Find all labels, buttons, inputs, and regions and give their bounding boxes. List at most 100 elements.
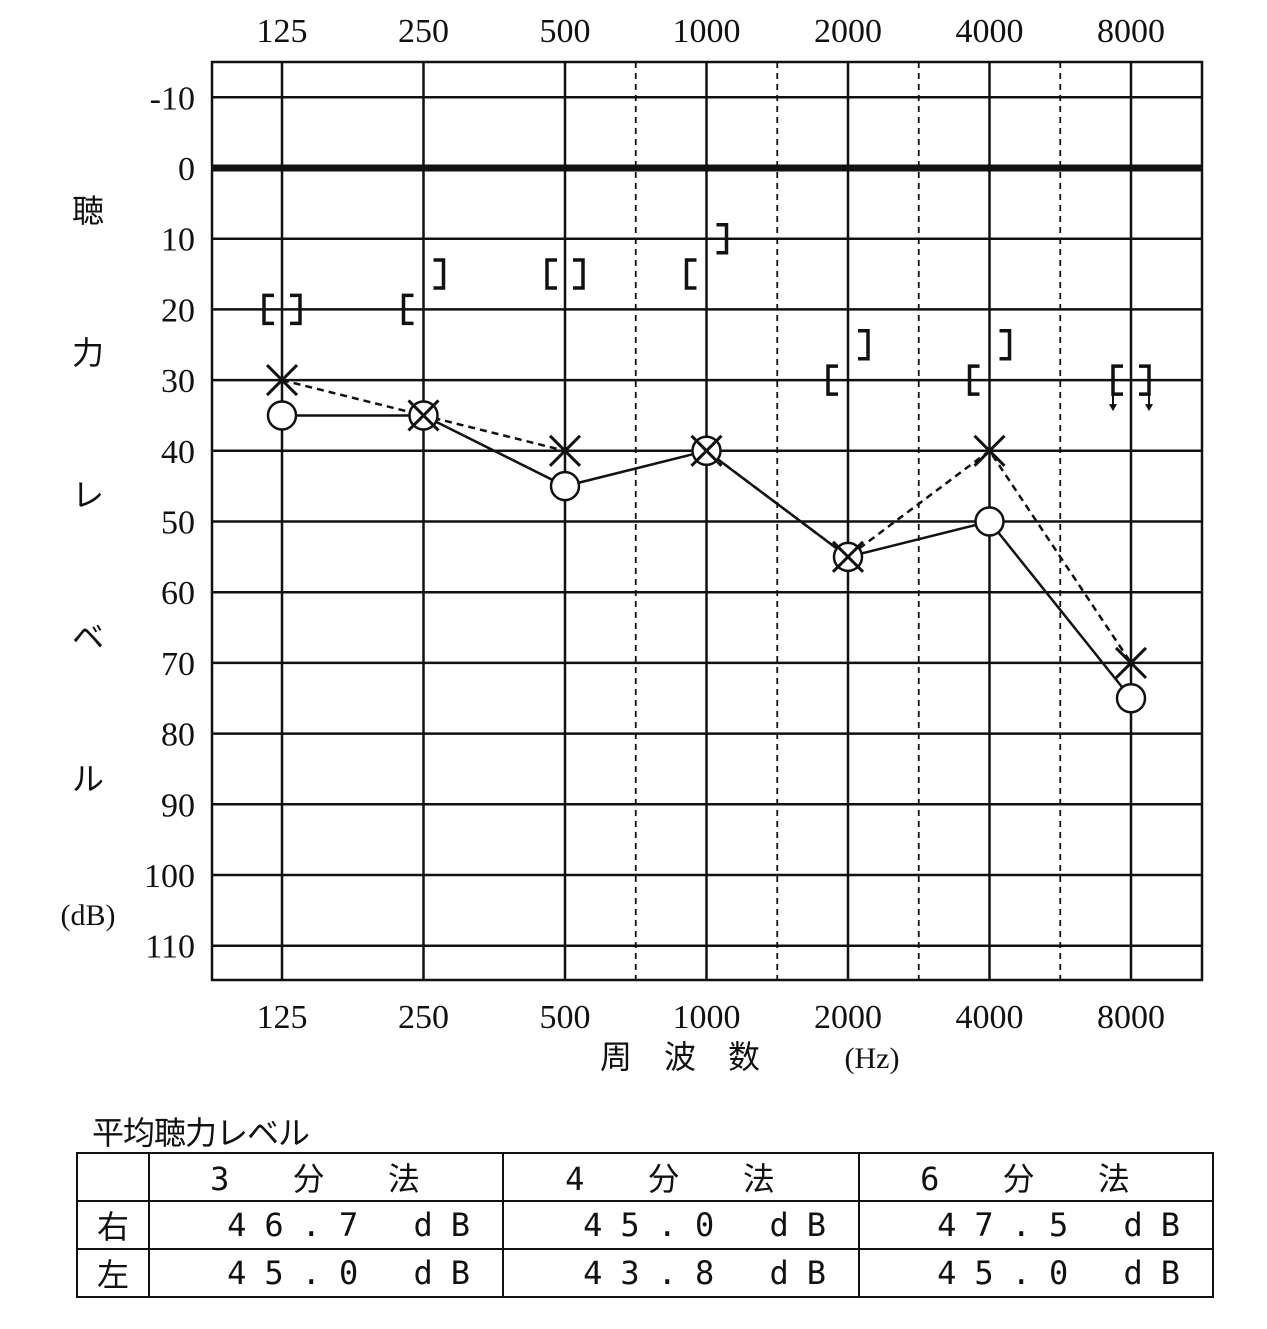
x-tick-label-top: 8000: [1097, 13, 1165, 50]
y-axis-title-char: ベ: [72, 618, 104, 656]
average-hearing-level-caption: 平均聴力レベル: [92, 1114, 310, 1152]
bone-marker-right-shape: [1139, 364, 1151, 396]
bone-marker-right: [573, 258, 585, 290]
x-tick-label-top: 500: [540, 13, 591, 50]
y-tick-label: -10: [150, 80, 195, 117]
chart-labels: -10 0 10 20 30 40 50 60 70 80 90 100 110 125 125 250 250…: [61, 13, 1166, 1076]
x-axis-unit: (Hz): [845, 1042, 900, 1075]
bone-marker-left-shape: [401, 293, 414, 326]
y-tick-label: 70: [161, 646, 195, 683]
audiogram-chart: -10 0 10 20 30 40 50 60 70 80 90 100 110 125 125 250 250…: [61, 13, 1204, 1076]
data-point-cross: [690, 434, 723, 467]
x-tick-label-bottom: 500: [540, 999, 591, 1036]
y-axis-title-char: 力: [72, 334, 104, 372]
y-tick-label: 80: [161, 717, 195, 754]
no-response-arrowhead: [1109, 404, 1117, 412]
right-4-method-value: 45.0 dB: [502, 1200, 860, 1250]
table-corner-cell: [76, 1152, 150, 1202]
bone-marker-left-shape: [1111, 364, 1123, 396]
x-tick-label-bottom: 1000: [673, 999, 741, 1036]
y-tick-label: 90: [161, 787, 195, 824]
x-tick-label-top: 4000: [956, 13, 1024, 50]
y-tick-label: 30: [161, 363, 195, 400]
data-point-circle: [266, 400, 298, 431]
bone-marker-right-shape: [290, 293, 302, 326]
row-label-left: 左: [76, 1248, 150, 1298]
data-point-cross-stroke: [548, 434, 582, 467]
y-tick-label: 110: [145, 929, 195, 966]
bone-marker-right: [1139, 364, 1153, 412]
right-3-method-value: 46.7 dB: [148, 1200, 504, 1250]
x-tick-label-bottom: 8000: [1097, 999, 1165, 1036]
bone-marker-left: [401, 293, 414, 326]
bone-marker-left-shape: [545, 258, 557, 290]
header-3-method: 3 分 法: [148, 1152, 504, 1202]
bone-marker-right-shape: [433, 258, 446, 290]
bone-marker-right: [290, 293, 302, 326]
y-tick-label: 40: [161, 434, 195, 471]
data-point-circle: [1115, 683, 1147, 714]
data-point-cross-stroke: [690, 434, 723, 467]
bone-marker-left: [545, 258, 557, 290]
data-point-cross-stroke: [407, 399, 440, 432]
x-tick-label-bottom: 4000: [956, 999, 1024, 1036]
bone-marker-right-shape: [858, 329, 870, 361]
table-row-left: 左 45.0 dB 43.8 dB 45.0 dB: [76, 1248, 1214, 1298]
y-axis-title-char: 聴: [72, 192, 104, 230]
row-label-right: 右: [76, 1200, 150, 1250]
data-point-cross: [973, 434, 1006, 467]
data-point-cross: [548, 434, 582, 467]
chart-plot-area: [262, 222, 1153, 714]
bone-marker-right: [999, 329, 1012, 361]
bone-marker-left: [262, 293, 274, 326]
bone-marker-left: [967, 364, 980, 396]
bone-marker-right-shape: [999, 329, 1012, 361]
chart-grid: [210, 60, 1204, 982]
x-tick-label-top: 1000: [673, 13, 741, 50]
data-point-cross: [831, 540, 865, 573]
x-axis-title: 周 波 数: [600, 1038, 760, 1076]
bone-marker-right: [858, 329, 870, 361]
bone-marker-left: [684, 258, 697, 290]
y-axis-unit: (dB): [61, 899, 116, 932]
bone-marker-right: [433, 258, 446, 290]
table-header-row: 3 分 法 4 分 法 6 分 法: [76, 1152, 1214, 1202]
data-point-cross-stroke: [831, 540, 865, 573]
bone-marker-right-shape: [716, 222, 729, 255]
bone-marker-left-shape: [967, 364, 980, 396]
data-point-cross-stroke: [1114, 646, 1148, 679]
bone-marker-left-shape: [262, 293, 274, 326]
x-tick-label-top: 125: [257, 13, 308, 50]
bone-marker-left-shape: [826, 364, 838, 396]
y-tick-label: 50: [161, 505, 195, 542]
data-point-cross: [407, 399, 440, 432]
x-tick-label-bottom: 125: [257, 999, 308, 1036]
bone-marker-left: [1109, 364, 1123, 412]
y-tick-label: 20: [161, 292, 195, 329]
data-point-circle: [974, 506, 1005, 537]
y-axis-title-char: レ: [72, 476, 104, 514]
x-tick-label-top: 250: [398, 13, 449, 50]
data-point-cross: [265, 364, 299, 397]
bone-marker-right-shape: [573, 258, 585, 290]
header-6-method: 6 分 法: [858, 1152, 1214, 1202]
left-3-method-value: 45.0 dB: [148, 1248, 504, 1298]
data-point-cross-stroke: [265, 364, 299, 397]
x-tick-label-bottom: 2000: [814, 999, 882, 1036]
bone-marker-left-shape: [684, 258, 697, 290]
y-axis-title-char: ル: [72, 760, 104, 798]
left-6-method-value: 45.0 dB: [858, 1248, 1214, 1298]
data-point-cross-stroke: [973, 434, 1006, 467]
bone-marker-right: [716, 222, 729, 255]
table-row-right: 右 46.7 dB 45.0 dB 47.5 dB: [76, 1200, 1214, 1250]
y-tick-label: 60: [161, 575, 195, 612]
bone-marker-left: [826, 364, 838, 396]
data-point-cross: [1114, 646, 1148, 679]
header-4-method: 4 分 法: [502, 1152, 860, 1202]
x-tick-label-bottom: 250: [398, 999, 449, 1036]
x-tick-label-top: 2000: [814, 13, 882, 50]
no-response-arrowhead: [1145, 404, 1153, 412]
right-6-method-value: 47.5 dB: [858, 1200, 1214, 1250]
left-4-method-value: 43.8 dB: [502, 1248, 860, 1298]
y-tick-label: 10: [161, 222, 195, 259]
